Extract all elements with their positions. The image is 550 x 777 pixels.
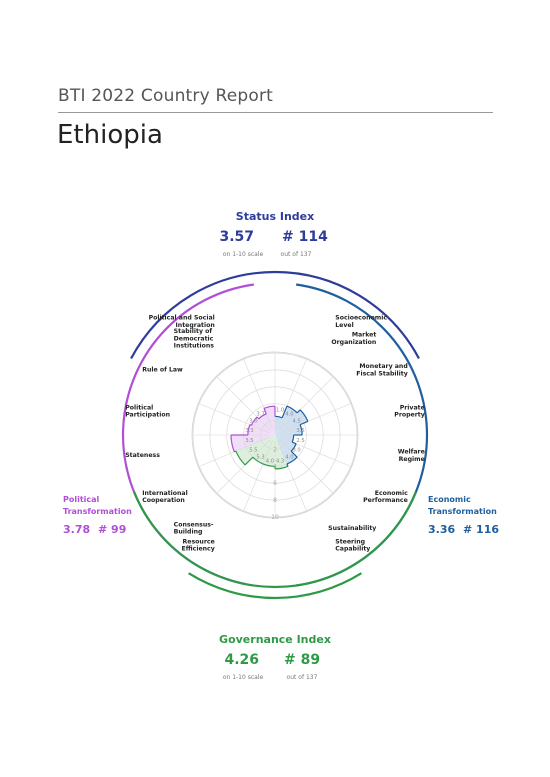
criterion-label-3: Private Property: [394, 404, 425, 418]
value-label-5: 3.0: [292, 447, 300, 453]
criterion-label-13: Rule of Law: [142, 367, 183, 374]
value-label-8: 4.0: [266, 459, 274, 465]
criterion-label-9: Consensus-Building: [174, 521, 214, 535]
radar-value-8: [262, 463, 276, 467]
governance-index-rank: # 89: [284, 652, 320, 668]
value-label-1: 4.0: [285, 411, 293, 417]
radar-sector-11: [231, 435, 275, 452]
governance-index-arc: [188, 572, 362, 600]
criterion-label-11: Stateness: [125, 452, 160, 459]
governance-index-outof: out of 137: [287, 674, 318, 681]
governance-arc: [133, 491, 417, 589]
economic-transformation-rank: # 116: [463, 523, 499, 536]
value-label-6: 4.0: [285, 455, 293, 461]
economic-transformation-title-2: Transformation: [428, 507, 497, 516]
radar-connector-14: [263, 408, 267, 415]
scale-tick-10: 10: [271, 514, 279, 521]
political-transformation-title-2: Transformation: [63, 507, 132, 516]
radar-plot: 1.04.04.53.52.53.04.04.34.05.35.53.53.33…: [125, 315, 425, 553]
governance-index-scale: on 1-10 scale: [223, 674, 264, 681]
spoke-13: [199, 403, 270, 433]
value-label-10: 5.5: [249, 447, 257, 453]
value-label-9: 5.3: [256, 455, 264, 461]
radar-connector-5: [290, 450, 298, 458]
value-label-4: 2.5: [296, 438, 304, 444]
radar-sector-10: [235, 435, 275, 465]
radar-value-7: [274, 465, 289, 470]
status-index-outof: out of 137: [281, 251, 312, 258]
value-label-2: 4.5: [292, 419, 300, 425]
spoke-7: [277, 440, 307, 511]
value-label-12: 3.3: [245, 428, 253, 434]
scale-tick-2: 2: [273, 446, 277, 453]
economic-transformation-score: 3.36: [428, 523, 455, 536]
radar-connector-9: [244, 456, 254, 466]
criterion-label-5: Economic Performance: [363, 490, 408, 504]
value-label-13: 3.0: [249, 419, 257, 425]
title-divider: [58, 112, 493, 113]
spoke-3: [280, 403, 351, 433]
governance-index-title: Governance Index: [219, 633, 331, 646]
spoke-15: [243, 359, 273, 430]
radar-value-10: [235, 450, 246, 466]
scale-tick-4: 4: [273, 463, 277, 470]
value-label-0: 1.0: [276, 407, 284, 413]
status-index-scale: on 1-10 scale: [223, 251, 264, 258]
value-label-11: 3.5: [245, 438, 253, 444]
political-transformation-title: Political: [63, 495, 100, 504]
criterion-label-6: Sustainability: [328, 525, 376, 532]
radar-value-9: [252, 456, 264, 465]
criterion-label-0: Socioeconomic Level: [335, 315, 387, 329]
political-transformation-rank: # 99: [98, 523, 126, 536]
index-arcs: [121, 270, 429, 600]
report-title: BTI 2022 Country Report: [58, 86, 274, 106]
radar-connector-0: [281, 405, 288, 418]
value-label-3: 3.5: [296, 428, 304, 434]
criterion-label-15: Political and Social Integration: [149, 315, 215, 329]
radar-sector-1: [275, 406, 298, 435]
radar-sector-9: [252, 435, 275, 464]
spoke-6: [279, 439, 334, 494]
radar-connector-6: [286, 463, 289, 467]
radar-sector-5: [275, 435, 297, 452]
criterion-label-14: Stability of Democratic Institutions: [174, 328, 215, 349]
scale-tick-6: 6: [273, 480, 277, 487]
economic-transformation-title: Economic: [428, 495, 471, 504]
radar-sector-6: [275, 435, 298, 464]
status-index-arc: [130, 270, 420, 359]
criterion-label-4: Welfare Regime: [398, 449, 425, 463]
scale-tick-8: 8: [273, 497, 277, 504]
criterion-label-8: Resource Efficiency: [182, 538, 215, 552]
political-transformation-score: 3.78: [63, 523, 90, 536]
status-index-rank: # 114: [282, 229, 328, 245]
criterion-label-2: Monetary and Fiscal Stability: [356, 363, 408, 377]
radar-sector-14: [258, 413, 275, 435]
criterion-label-1: Market Organization: [331, 332, 376, 346]
criterion-label-10: International Cooperation: [142, 490, 188, 504]
radar-value-6: [286, 456, 298, 465]
spoke-2: [279, 376, 334, 431]
radar-value-2: [299, 409, 309, 422]
radar-connector-2: [299, 420, 309, 426]
criterion-label-7: Steering Capability: [335, 538, 370, 552]
governance-index-score: 4.26: [224, 652, 259, 668]
status-index-score: 3.57: [219, 229, 254, 245]
value-label-14: 3.7: [256, 411, 264, 417]
criterion-label-12: Political Participation: [125, 404, 170, 418]
country-name: Ethiopia: [57, 120, 163, 150]
radar-connector-1: [296, 409, 301, 414]
status-index-title: Status Index: [236, 210, 314, 223]
value-label-7: 4.3: [276, 459, 284, 465]
radar-connector-4: [292, 441, 297, 445]
spoke-14: [216, 376, 271, 431]
spoke-9: [243, 440, 273, 511]
spoke-10: [216, 439, 271, 494]
